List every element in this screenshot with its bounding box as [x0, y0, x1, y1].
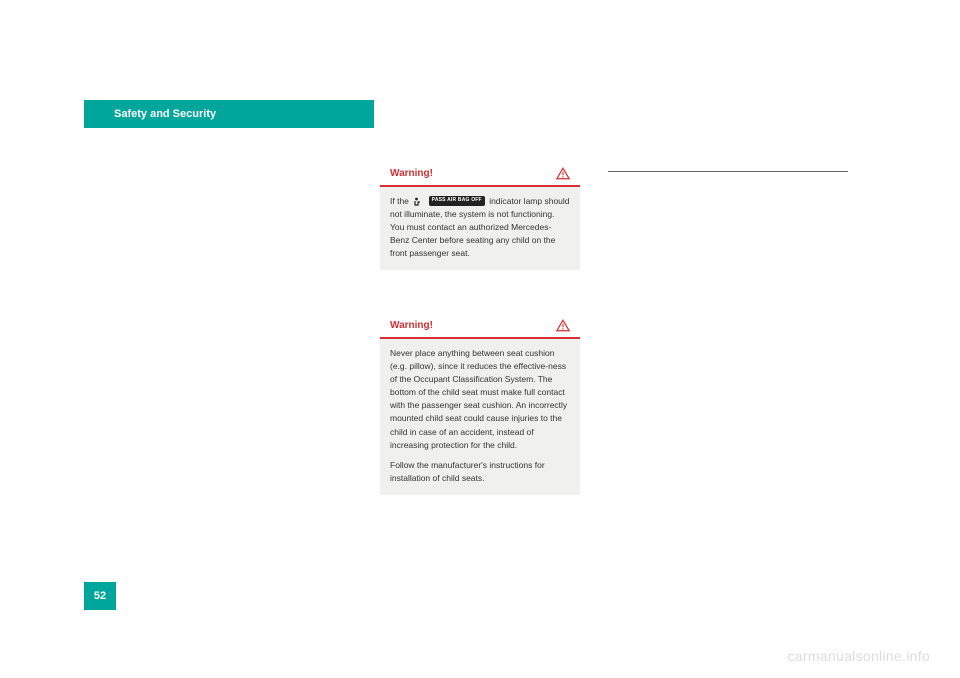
warning-title: Warning!	[390, 320, 433, 331]
page-number-box: 52	[84, 582, 116, 610]
warning-paragraph-2: Follow the manufacturer's instructions f…	[390, 459, 570, 485]
warning-text-before: If the	[390, 196, 409, 206]
watermark-text: carmanualsonline.info	[788, 648, 931, 664]
warning-triangle-icon	[556, 319, 570, 332]
passenger-icon	[413, 197, 423, 206]
column-divider-line	[608, 171, 848, 172]
warning-header: Warning!	[380, 312, 580, 337]
warning-body: Never place anything between seat cushio…	[380, 339, 580, 496]
manual-page: Safety and Security Warning! If the PASS…	[60, 70, 900, 630]
warning-paragraph: If the PASS AIR BAG OFF indicator lamp s…	[390, 195, 570, 261]
warning-title: Warning!	[390, 168, 433, 179]
section-header-title: Safety and Security	[114, 108, 216, 120]
warning-triangle-icon	[556, 167, 570, 180]
warning-header: Warning!	[380, 160, 580, 185]
warning-body: If the PASS AIR BAG OFF indicator lamp s…	[380, 187, 580, 271]
indicator-badge: PASS AIR BAG OFF	[429, 196, 485, 206]
warning-paragraph-1: Never place anything between seat cushio…	[390, 347, 570, 452]
page-number: 52	[94, 590, 106, 602]
warning-box-2: Warning! Never place anything between se…	[380, 312, 580, 495]
section-header-bar: Safety and Security	[84, 100, 374, 128]
warning-box-1: Warning! If the PASS AIR BAG OFF indicat…	[380, 160, 580, 270]
